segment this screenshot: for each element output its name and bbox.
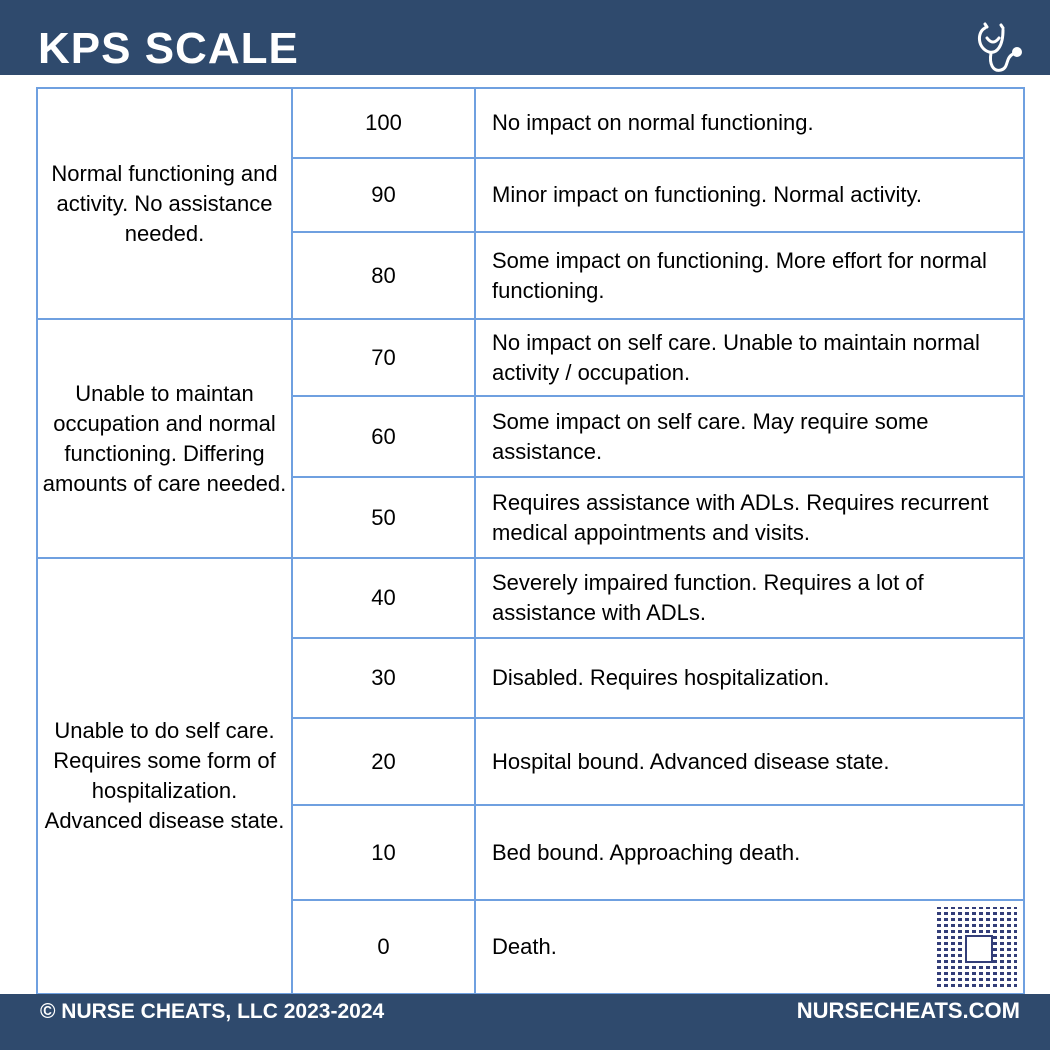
table-row: 0 Death. [37,899,1025,995]
description-cell: Bed bound. Approaching death. [474,804,1025,901]
description-text: Some impact on functioning. More effort … [492,247,987,303]
description-cell: Minor impact on functioning. Normal acti… [474,157,1025,233]
description-cell: No impact on self care. Unable to mainta… [474,318,1025,397]
description-text: No impact on self care. Unable to mainta… [492,329,980,385]
category-cell: Unable to maintan occupation and normal … [36,318,293,559]
table-row: 80 Some impact on functioning. More effor… [37,231,1025,320]
description-cell: No impact on normal functioning. [474,87,1025,159]
table-row: 30 Disabled. Requires hospitalization. [37,637,1025,719]
table-row: Unable to do self care. Requires some fo… [36,557,1025,995]
table-row: 90 Minor impact on functioning. Normal ac… [37,157,1025,233]
qr-code[interactable] [937,907,1017,987]
table-row: Unable to maintan occupation and normal … [36,318,1025,559]
table-row: 20 Hospital bound. Advanced disease state… [37,717,1025,806]
description-cell: Hospital bound. Advanced disease state. [474,717,1025,806]
table-row: 50 Requires assistance with ADLs. Require… [37,476,1025,559]
page-title: KPS SCALE [38,24,299,73]
stethoscope-icon [978,22,1022,72]
category-cell: Normal functioning and activity. No assi… [36,87,293,320]
description-text: Death. [492,934,557,959]
footer-bar: © NURSE CHEATS, LLC 2023-2024 NURSECHEAT… [0,994,1050,1050]
description-text: Minor impact on functioning. Normal acti… [492,182,922,207]
website-link[interactable]: NURSECHEATS.COM [796,998,1020,1023]
category-cell: Unable to do self care. Requires some fo… [36,557,293,995]
score-cell: 40 [291,557,476,639]
table-row: Normal functioning and activity. No assi… [36,87,1025,320]
score-cell: 80 [291,231,476,320]
description-cell: Requires assistance with ADLs. Requires … [474,476,1025,559]
score-cell: 50 [291,476,476,559]
score-cell: 70 [291,318,476,397]
description-text: Some impact on self care. May require so… [492,408,929,464]
table-row: 60 Some impact on self care. May require … [37,395,1025,478]
description-cell: Disabled. Requires hospitalization. [474,637,1025,719]
kps-table: Normal functioning and activity. No assi… [36,87,1025,995]
score-cell: 90 [291,157,476,233]
description-text: Bed bound. Approaching death. [492,839,801,865]
description-text: Severely impaired function. Requires a l… [492,570,924,625]
description-text: Hospital bound. Advanced disease state. [492,748,890,774]
score-cell: 100 [291,87,476,159]
table-row: 10 Bed bound. Approaching death. [37,804,1025,901]
description-cell: Some impact on functioning. More effort … [474,231,1025,320]
copyright-text: © NURSE CHEATS, LLC 2023-2024 [40,1000,385,1023]
description-text: Disabled. Requires hospitalization. [492,665,830,690]
description-cell: Death. [474,899,1025,995]
description-cell: Some impact on self care. May require so… [474,395,1025,478]
score-cell: 30 [291,637,476,719]
score-cell: 10 [291,804,476,901]
header-bar: KPS SCALE [0,0,1050,75]
description-text: Requires assistance with ADLs. Requires … [492,489,989,545]
description-text: No impact on normal functioning. [492,110,814,135]
description-cell: Severely impaired function. Requires a l… [474,557,1025,639]
score-cell: 60 [291,395,476,478]
score-cell: 20 [291,717,476,806]
score-cell: 0 [291,899,476,995]
